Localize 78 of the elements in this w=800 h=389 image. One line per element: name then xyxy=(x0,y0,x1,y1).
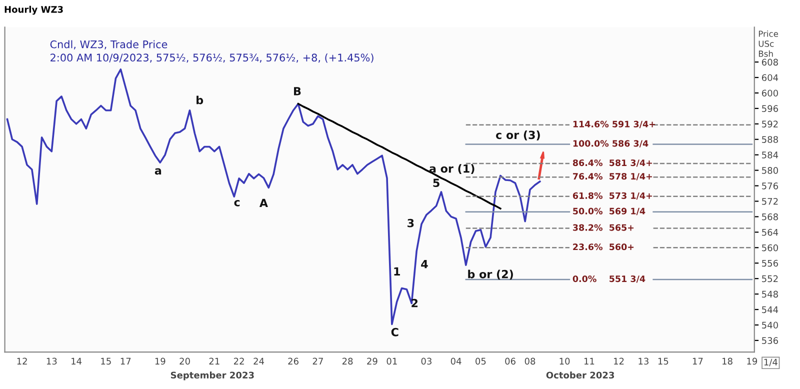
text: September 2023 xyxy=(170,372,254,380)
x-tick-label: 03 xyxy=(421,358,432,365)
annotation: 114.6% 591 3/4+ xyxy=(573,120,655,128)
chart-title: Hourly WZ3 xyxy=(4,6,63,15)
text: 1/4 xyxy=(764,358,778,366)
x-tick-label: 12 xyxy=(614,358,624,364)
annotation: c or (3) xyxy=(496,130,540,140)
y-axis-title: Price USc Bsh xyxy=(758,30,778,57)
x-tick-label: 01 xyxy=(386,358,397,365)
x-tick-label: 13 xyxy=(46,358,57,365)
x-tick-label: 19 xyxy=(747,358,758,365)
y-tick-label: 604 xyxy=(762,74,778,82)
x-tick-label: 05 xyxy=(476,358,486,365)
x-tick-label: 17 xyxy=(692,358,703,364)
x-tick-label: 14 xyxy=(72,358,82,364)
x-tick-label: 17 xyxy=(120,358,131,364)
annotation: B xyxy=(294,87,301,96)
y-tick-label: 596 xyxy=(762,105,778,112)
annotation: 0.0% 551 3/4 xyxy=(572,275,646,283)
y-tick-label: 580 xyxy=(762,167,778,174)
x-tick-label: 28 xyxy=(342,358,353,365)
y-tick-label: 536 xyxy=(762,337,778,344)
annotation: 38.2% 565+ xyxy=(573,224,634,231)
y-tick-label: 560 xyxy=(762,244,778,252)
x-tick-label: 12 xyxy=(17,358,27,364)
x-tick-label: 24 xyxy=(254,358,264,364)
y-tick-label: 584 xyxy=(762,152,778,158)
x-tick-label: 26 xyxy=(288,358,298,365)
x-tick-label: 19 xyxy=(155,358,166,365)
annotation: b or (2) xyxy=(468,270,513,280)
x-tick-label: 13 xyxy=(638,358,648,365)
x-tick-label: 18 xyxy=(722,358,732,365)
annotation: 61.8% 573 1/4+ xyxy=(572,192,652,200)
annotation: 50.0% 569 1/4 xyxy=(573,208,646,216)
annotation: a xyxy=(154,168,162,175)
x-tick-label: 10 xyxy=(560,358,570,365)
annotation: a or (1) xyxy=(429,164,474,174)
y-tick-label: 568 xyxy=(762,213,778,220)
y-tick-label: 556 xyxy=(762,260,778,267)
y-tick-label: 592 xyxy=(762,120,778,128)
annotation: 76.4% 578 1/4+ xyxy=(573,172,652,180)
y-tick-label: 576 xyxy=(762,182,778,190)
annotation: 2 xyxy=(412,298,418,308)
y-tick-label: 572 xyxy=(762,198,778,205)
line-series xyxy=(6,68,541,326)
x-tick-label: 08 xyxy=(524,358,536,365)
y-tick-label: 552 xyxy=(762,275,778,282)
x-tick-label: 21 xyxy=(209,358,220,364)
annotation: 86.4% 581 3/4+ xyxy=(572,159,652,167)
y-tick-label: 608 xyxy=(762,58,778,66)
x-tick-label: 06 xyxy=(505,358,516,365)
y-tick-label: 540 xyxy=(762,322,778,329)
x-tick-label: 04 xyxy=(450,358,462,365)
x-tick-label: 29 xyxy=(367,358,378,365)
y-tick-label: 588 xyxy=(762,136,778,143)
line-series xyxy=(297,102,502,210)
x-tick-label: 11 xyxy=(584,358,594,364)
x-tick-label: 20 xyxy=(180,358,190,365)
annotation: 1 xyxy=(394,267,400,276)
annotation: c xyxy=(234,200,240,206)
x-tick-label: 27 xyxy=(312,358,323,364)
y-tick-label: 600 xyxy=(762,90,778,97)
annotation: b xyxy=(196,96,204,104)
annotation: 100.0% 586 3/4 xyxy=(573,140,648,148)
annotation: A xyxy=(259,198,268,208)
text: October 2023 xyxy=(546,372,614,379)
text: Cndl, WZ3, Trade Price 2:00 AM 10/9/2023, 575½, 576½, 575¾, 576½, +8, (+1.45%) xyxy=(50,40,374,63)
x-tick-label: 22 xyxy=(234,358,244,364)
annotation: C xyxy=(391,328,398,336)
y-tick-label: 544 xyxy=(762,306,778,314)
annotation: 4 xyxy=(421,260,428,268)
y-tick-label: 564 xyxy=(762,228,778,236)
annotation: 3 xyxy=(408,218,414,228)
annotation: 5 xyxy=(433,178,440,188)
annotation: 23.6% 560+ xyxy=(573,244,634,250)
x-tick-label: 15 xyxy=(101,358,111,365)
x-tick-label: 15 xyxy=(658,358,668,365)
y-tick-label: 548 xyxy=(762,290,778,298)
